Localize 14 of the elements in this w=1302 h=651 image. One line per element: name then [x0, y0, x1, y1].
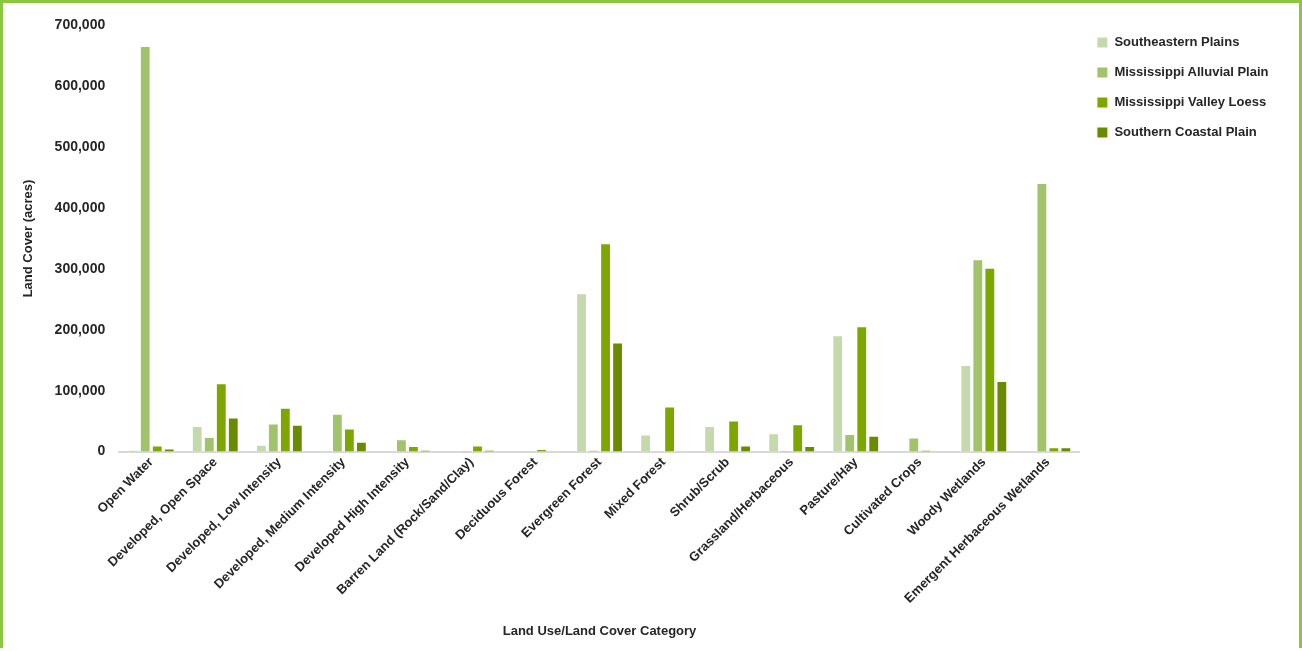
y-tick-label: 0: [97, 442, 106, 459]
y-tick-label: 600,000: [54, 77, 106, 94]
y-axis-title: Land Cover (acres): [20, 179, 36, 298]
legend-label: Southeastern Plains: [1114, 34, 1240, 50]
y-tick-label: 300,000: [54, 259, 106, 276]
legend-label: Mississippi Alluvial Plain: [1114, 64, 1269, 80]
legend-label: Southern Coastal Plain: [1114, 124, 1257, 140]
y-tick-label: 500,000: [54, 138, 106, 155]
legend-label: Mississippi Valley Loess: [1114, 94, 1267, 110]
y-tick-label: 200,000: [54, 320, 106, 337]
y-tick-label: 100,000: [54, 381, 106, 398]
y-tick-label: 700,000: [54, 16, 106, 33]
x-axis-title: Land Use/Land Cover Category: [502, 622, 698, 638]
y-tick-label: 400,000: [54, 198, 106, 215]
